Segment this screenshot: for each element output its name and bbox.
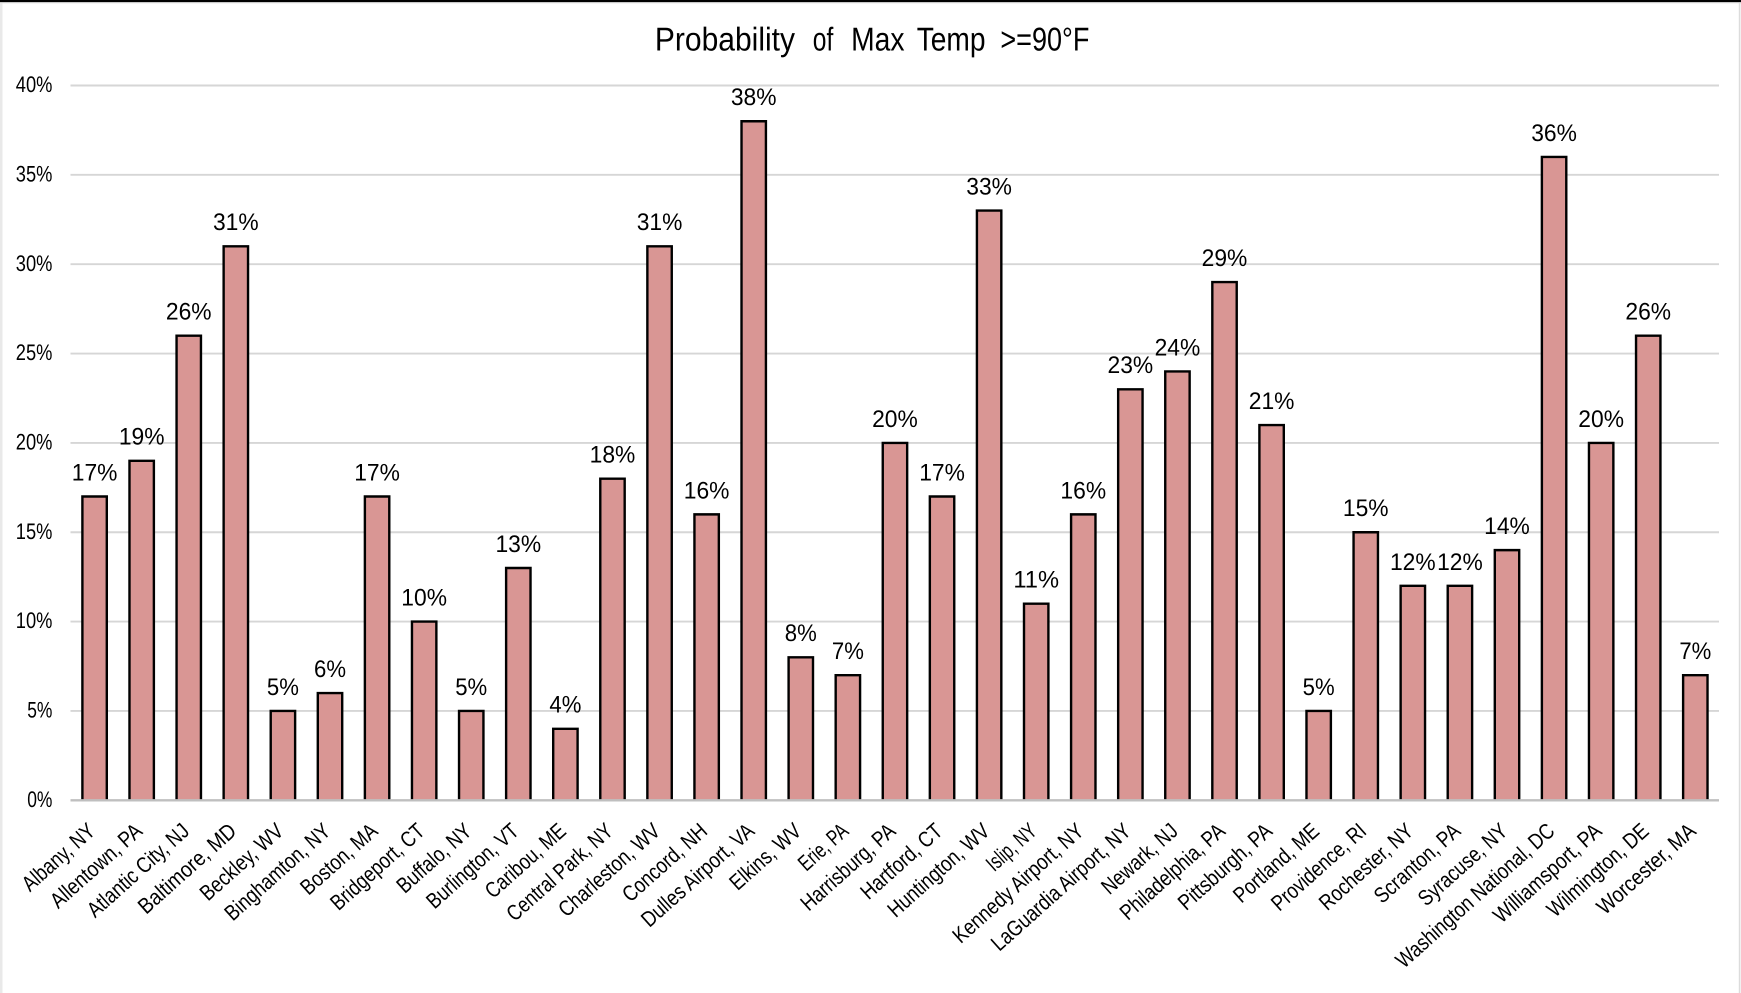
svg-text:11%: 11% xyxy=(1013,567,1059,594)
svg-text:12%: 12% xyxy=(1437,549,1483,576)
svg-text:0%: 0% xyxy=(27,787,52,812)
svg-text:of: of xyxy=(813,21,834,58)
svg-text:7%: 7% xyxy=(1679,638,1711,665)
svg-text:5%: 5% xyxy=(267,674,299,701)
svg-text:Max: Max xyxy=(851,21,905,58)
svg-text:20%: 20% xyxy=(1578,406,1624,433)
svg-text:16%: 16% xyxy=(1060,477,1106,504)
svg-text:25%: 25% xyxy=(16,340,53,365)
svg-text:20%: 20% xyxy=(16,430,53,455)
svg-text:19%: 19% xyxy=(119,424,165,451)
svg-text:21%: 21% xyxy=(1249,388,1295,415)
svg-text:40%: 40% xyxy=(16,72,53,97)
svg-text:5%: 5% xyxy=(27,698,52,723)
svg-text:7%: 7% xyxy=(832,638,864,665)
svg-text:18%: 18% xyxy=(590,442,636,469)
svg-text:14%: 14% xyxy=(1484,513,1530,540)
svg-text:17%: 17% xyxy=(354,459,400,486)
svg-text:26%: 26% xyxy=(166,299,212,326)
svg-text:20%: 20% xyxy=(872,406,918,433)
svg-text:24%: 24% xyxy=(1155,334,1201,361)
svg-text:31%: 31% xyxy=(213,209,259,236)
svg-text:30%: 30% xyxy=(16,251,53,276)
svg-text:10%: 10% xyxy=(401,585,447,612)
svg-text:15%: 15% xyxy=(1343,495,1389,522)
svg-text:35%: 35% xyxy=(16,161,53,186)
svg-text:33%: 33% xyxy=(966,173,1012,200)
svg-text:Temp: Temp xyxy=(917,21,986,58)
svg-text:38%: 38% xyxy=(731,84,777,111)
svg-text:10%: 10% xyxy=(16,608,53,633)
svg-text:36%: 36% xyxy=(1531,120,1577,147)
svg-text:6%: 6% xyxy=(314,656,346,683)
svg-text:15%: 15% xyxy=(16,519,53,544)
svg-text:17%: 17% xyxy=(72,459,118,486)
svg-text:5%: 5% xyxy=(1303,674,1335,701)
svg-text:29%: 29% xyxy=(1202,245,1248,272)
svg-text:8%: 8% xyxy=(785,620,817,647)
svg-text:5%: 5% xyxy=(455,674,487,701)
svg-text:26%: 26% xyxy=(1625,299,1671,326)
svg-text:4%: 4% xyxy=(549,692,581,719)
svg-text:12%: 12% xyxy=(1390,549,1436,576)
svg-text:16%: 16% xyxy=(684,477,730,504)
svg-text:23%: 23% xyxy=(1108,352,1154,379)
svg-text:17%: 17% xyxy=(919,459,965,486)
svg-text:>=90°F: >=90°F xyxy=(1000,21,1089,58)
svg-text:13%: 13% xyxy=(495,531,541,558)
svg-text:Probability: Probability xyxy=(655,21,796,58)
svg-text:31%: 31% xyxy=(637,209,683,236)
